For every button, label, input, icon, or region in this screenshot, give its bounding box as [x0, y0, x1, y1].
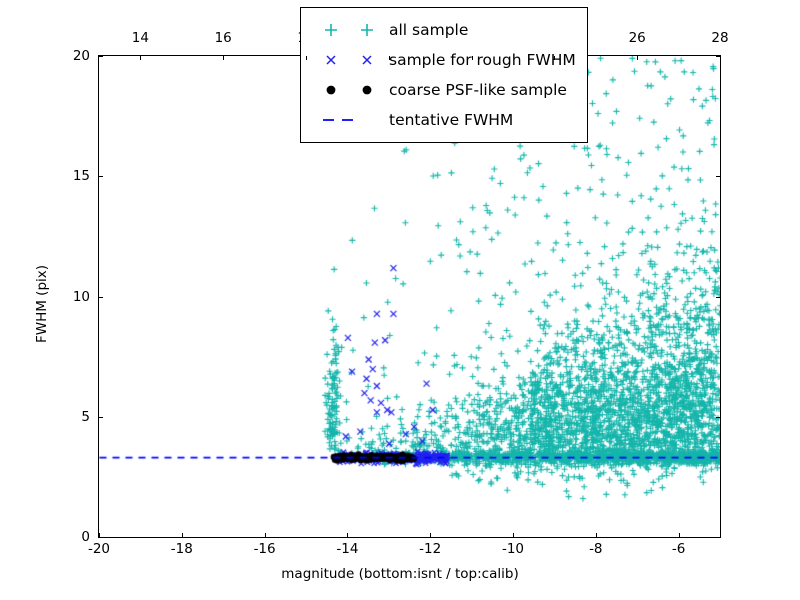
y-axis-label: FWHM (pix) — [34, 264, 50, 344]
legend-entry-label: sample for rough FWHM — [389, 51, 576, 69]
x-tick-label-top: 16 — [214, 30, 232, 46]
cross-marker-icon — [309, 45, 387, 75]
axis-tick-mark — [430, 533, 432, 537]
axis-tick-mark — [99, 533, 100, 537]
axis-tick-mark — [347, 533, 349, 537]
axis-tick-mark — [554, 56, 556, 60]
legend-entry-label: all sample — [389, 21, 469, 39]
axis-tick-mark — [471, 56, 473, 60]
axis-tick-mark — [181, 533, 183, 537]
axis-tick-mark — [99, 56, 103, 57]
plus-marker-icon — [309, 15, 387, 45]
axis-tick-mark — [716, 537, 720, 538]
legend-entry: coarse PSF-like sample — [309, 75, 576, 105]
y-tick-label: 0 — [81, 529, 90, 545]
axis-tick-mark — [595, 533, 597, 537]
axis-tick-mark — [716, 176, 720, 178]
axis-tick-mark — [140, 56, 142, 60]
x-tick-label-bottom: -8 — [589, 541, 603, 557]
axis-tick-mark — [678, 533, 680, 537]
plot-axes — [98, 55, 721, 538]
axis-tick-mark — [716, 296, 720, 298]
y-tick-label: 20 — [72, 48, 90, 64]
axis-tick-mark — [388, 56, 390, 60]
x-tick-label-bottom: -10 — [501, 541, 525, 557]
x-tick-label-bottom: -18 — [170, 541, 193, 557]
y-tick-label: 5 — [81, 408, 90, 425]
legend-entry: sample for rough FWHM — [309, 45, 576, 75]
legend-entry-label: tentative FWHM — [389, 111, 514, 129]
axis-tick-mark — [513, 533, 514, 537]
axis-tick-mark — [99, 176, 103, 178]
x-tick-label-top: 14 — [131, 30, 149, 46]
axis-tick-mark — [99, 416, 103, 418]
x-tick-label-bottom: -16 — [253, 541, 276, 557]
x-tick-label-bottom: -20 — [87, 541, 111, 557]
y-tick-label: 15 — [72, 168, 90, 185]
x-tick-label-bottom: -12 — [419, 541, 442, 557]
axis-tick-mark — [306, 56, 307, 60]
axis-tick-mark — [99, 537, 103, 538]
legend: all sample sample for rough FWHM coarse … — [300, 7, 588, 143]
y-tick-label: 10 — [72, 288, 90, 305]
axis-tick-mark — [99, 296, 103, 298]
axis-tick-mark — [223, 56, 225, 60]
legend-entry: tentative FWHM — [309, 105, 576, 135]
axis-tick-mark — [716, 416, 720, 418]
axis-tick-mark — [720, 56, 721, 60]
x-axis-label: magnitude (bottom:isnt / top:calib) — [281, 566, 519, 582]
legend-entry-label: coarse PSF-like sample — [389, 81, 567, 99]
x-tick-label-top: 28 — [711, 30, 729, 46]
dashed-line-marker-icon — [309, 105, 387, 135]
x-tick-label-bottom: -14 — [336, 541, 359, 557]
x-tick-label-bottom: -6 — [671, 541, 686, 557]
x-tick-label-top: 26 — [628, 30, 646, 46]
dot-marker-icon — [309, 75, 387, 105]
axis-tick-mark — [716, 56, 720, 57]
axis-tick-mark — [264, 533, 266, 537]
legend-entry: all sample — [309, 15, 576, 45]
axis-tick-mark — [637, 56, 639, 60]
